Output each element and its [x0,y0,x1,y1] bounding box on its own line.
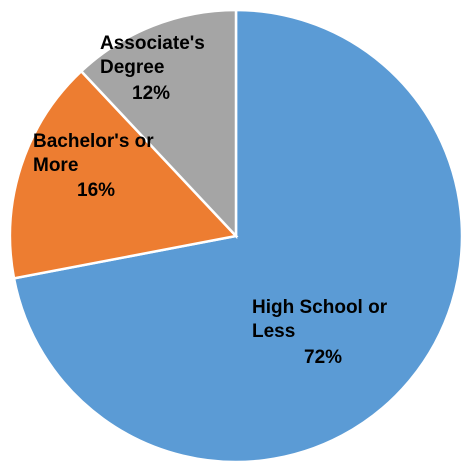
slice-label-associates: Associate's Degree [100,33,210,78]
slice-value-bachelors: 16% [77,180,115,201]
slice-bachelors [8,69,239,280]
slice-value-high-school: 72% [304,347,342,368]
slice-high-school [12,8,464,462]
slice-associates [79,8,238,240]
slice-value-associates: 12% [132,83,170,104]
pie-slices [8,8,464,462]
slice-label-high-school: High School or Less [252,297,392,342]
slice-label-bachelors: Bachelor's or More [33,131,159,176]
